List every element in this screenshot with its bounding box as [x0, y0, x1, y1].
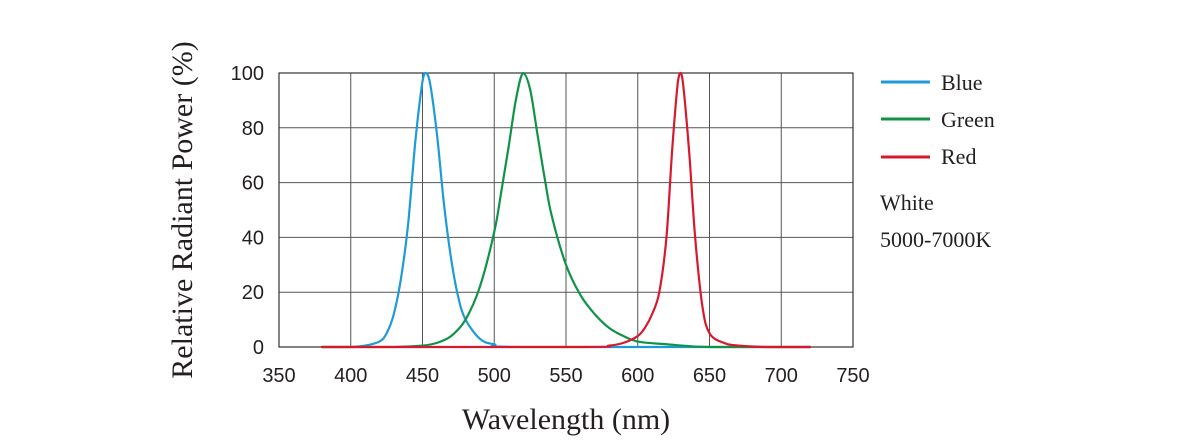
x-tick-label: 750: [836, 365, 869, 387]
legend-label-blue: Blue: [941, 70, 983, 95]
x-tick-labels: 350 400 450 500 550 600 650 700 750: [262, 365, 869, 387]
y-tick-labels: 0 20 40 60 80 100: [231, 63, 264, 359]
y-tick-label: 40: [242, 227, 264, 249]
legend-label-green: Green: [941, 107, 995, 132]
legend: Blue Green Red: [881, 70, 995, 169]
y-tick-label: 100: [231, 63, 264, 85]
series-lines: [320, 71, 812, 349]
y-tick-label: 0: [253, 337, 264, 359]
series-line-blue: [320, 71, 812, 349]
annotation-white: White: [880, 190, 934, 215]
y-tick-label: 60: [242, 173, 264, 195]
x-tick-label: 700: [765, 365, 798, 387]
series-line-green: [320, 71, 812, 349]
y-tick-label: 20: [242, 282, 264, 304]
x-tick-label: 350: [262, 365, 295, 387]
x-tick-label: 400: [334, 365, 367, 387]
series-line-red: [320, 71, 812, 349]
x-tick-label: 450: [406, 365, 439, 387]
x-tick-label: 550: [549, 365, 582, 387]
x-tick-label: 650: [693, 365, 726, 387]
y-axis-title: Relative Radiant Power (%): [166, 41, 199, 378]
x-tick-label: 600: [621, 365, 654, 387]
grid-lines: [278, 72, 854, 348]
legend-label-red: Red: [941, 144, 976, 169]
x-tick-label: 500: [478, 365, 511, 387]
annotation-cct: 5000-7000K: [880, 227, 991, 252]
x-axis-title: Wavelength (nm): [462, 403, 670, 436]
y-tick-label: 80: [242, 118, 264, 140]
